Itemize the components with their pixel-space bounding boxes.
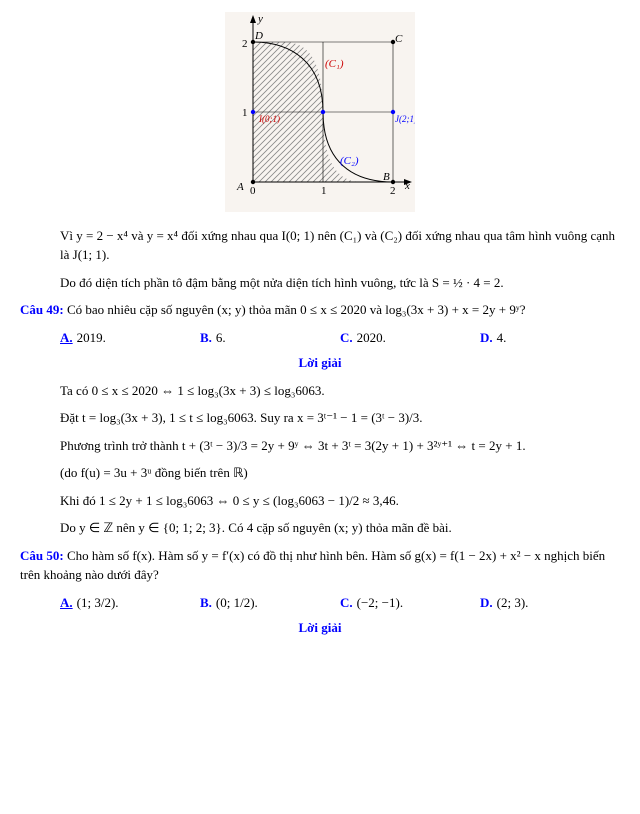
q49: Câu 49: Có bao nhiêu cặp số nguyên (x; y… xyxy=(20,300,620,320)
q49-choice-C[interactable]: C.2020. xyxy=(340,328,480,348)
explanation-1: Vì y = 2 − x⁴ và y = x⁴ đối xứng nhau qu… xyxy=(60,226,620,265)
q49-s1: Ta có 0 ≤ x ≤ 2020 ⇔ 1 ≤ log₃(3x + 3) ≤ … xyxy=(60,381,620,401)
q49-choices: A.2019. B.6. C.2020. D.4. xyxy=(60,328,620,348)
svg-text:(C₂): (C₂) xyxy=(340,155,359,167)
svg-text:J(2;1): J(2;1) xyxy=(395,114,415,124)
q49-s4: (do f(u) = 3u + 3ᵘ đồng biến trên ℝ) xyxy=(60,463,620,483)
figure-container: yx21012ABCD(C₁)(C₂)I(0;1)J(2;1) xyxy=(20,12,620,218)
q49-choice-A[interactable]: A.2019. xyxy=(60,328,200,348)
q50-choice-B[interactable]: B.(0; 1/2). xyxy=(200,593,340,613)
q49-label: Câu 49: xyxy=(20,302,64,317)
svg-text:(C₁): (C₁) xyxy=(325,58,344,70)
q49-s6: Do y ∈ ℤ nên y ∈ {0; 1; 2; 3}. Có 4 cặp … xyxy=(60,518,620,538)
svg-text:D: D xyxy=(254,30,263,42)
q49-stem: Có bao nhiêu cặp số nguyên (x; y) thỏa m… xyxy=(67,302,526,317)
svg-text:I(0;1): I(0;1) xyxy=(258,114,280,124)
q50-choice-A[interactable]: A.(1; 3/2). xyxy=(60,593,200,613)
q49-s3: Phương trình trở thành t + (3ᵗ − 3)/3 = … xyxy=(60,436,620,456)
q50-choice-C[interactable]: C.(−2; −1). xyxy=(340,593,480,613)
svg-text:x: x xyxy=(404,180,410,192)
q49-choice-D[interactable]: D.4. xyxy=(480,328,620,348)
q49-s5: Khi đó 1 ≤ 2y + 1 ≤ log₃6063 ⇔ 0 ≤ y ≤ (… xyxy=(60,491,620,511)
q50-choice-D[interactable]: D.(2; 3). xyxy=(480,593,620,613)
q50: Câu 50: Cho hàm số f(x). Hàm số y = f′(x… xyxy=(20,546,620,585)
svg-text:0: 0 xyxy=(250,185,256,197)
q50-label: Câu 50: xyxy=(20,548,64,563)
svg-text:2: 2 xyxy=(242,38,248,50)
svg-text:y: y xyxy=(257,13,263,25)
explanation-2: Do đó diện tích phần tô đậm bằng một nửa… xyxy=(60,273,620,293)
q50-loigiai: Lời giải xyxy=(20,618,620,638)
q49-choice-B[interactable]: B.6. xyxy=(200,328,340,348)
svg-text:B: B xyxy=(383,171,390,183)
svg-text:C: C xyxy=(395,33,403,45)
svg-text:2: 2 xyxy=(390,185,396,197)
graph-figure: yx21012ABCD(C₁)(C₂)I(0;1)J(2;1) xyxy=(225,12,415,212)
q50-stem: Cho hàm số f(x). Hàm số y = f′(x) có đồ … xyxy=(20,548,605,583)
svg-text:1: 1 xyxy=(321,185,327,197)
svg-text:1: 1 xyxy=(242,107,248,119)
q49-loigiai: Lời giải xyxy=(20,353,620,373)
svg-text:A: A xyxy=(236,181,244,193)
q50-choices: A.(1; 3/2). B.(0; 1/2). C.(−2; −1). D.(2… xyxy=(60,593,620,613)
q49-s2: Đặt t = log₃(3x + 3), 1 ≤ t ≤ log₃6063. … xyxy=(60,408,620,428)
